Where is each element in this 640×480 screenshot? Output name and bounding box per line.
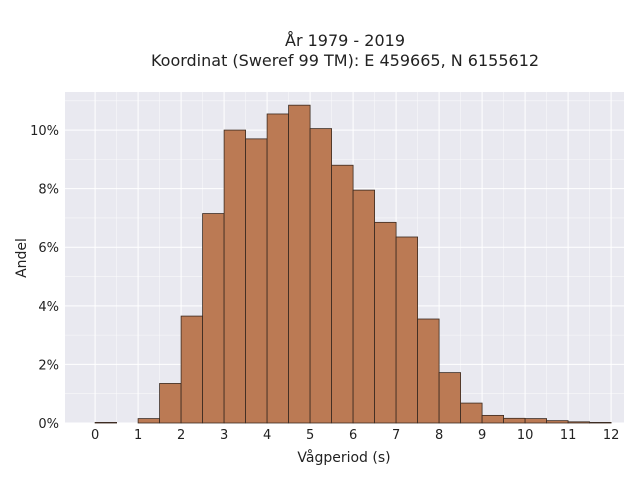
y-axis-ticks: 0% 2% 4% 6% 8% 10%	[30, 124, 59, 432]
x-tick-label: 9	[478, 428, 486, 443]
histogram-bar	[438, 372, 462, 424]
y-tick-label: 6%	[38, 241, 59, 256]
x-tick-label: 7	[392, 428, 400, 443]
histogram-bar	[94, 422, 117, 424]
histogram-bar	[352, 189, 376, 424]
x-tick-label: 2	[177, 428, 185, 443]
histogram-bars	[94, 104, 612, 424]
x-axis-label: Vågperiod (s)	[297, 449, 390, 466]
histogram-bar	[288, 104, 311, 424]
histogram-bar	[481, 414, 505, 424]
x-tick-label: 4	[263, 428, 271, 443]
histogram-bar	[374, 221, 397, 424]
x-tick-label: 0	[91, 428, 99, 443]
histogram-bar	[159, 383, 182, 424]
histogram-bar	[223, 129, 247, 424]
histogram-bar	[417, 318, 440, 424]
histogram-bar	[524, 418, 547, 424]
x-tick-label: 12	[603, 428, 620, 443]
histogram-bar	[395, 236, 419, 424]
x-tick-label: 11	[560, 428, 577, 443]
histogram-bar	[137, 418, 161, 424]
histogram-bar	[266, 113, 290, 424]
x-tick-label: 1	[134, 428, 142, 443]
x-tick-label: 10	[517, 428, 534, 443]
chart-title-line-1: År 1979 - 2019	[285, 31, 405, 50]
x-axis-ticks: 0 1 2 3 4 5 6 7 8 9 10 11 12	[91, 428, 619, 443]
x-tick-label: 5	[306, 428, 314, 443]
x-tick-label: 3	[220, 428, 228, 443]
histogram-bar	[589, 422, 612, 424]
histogram-bar	[331, 164, 354, 424]
histogram-bar	[460, 402, 483, 424]
y-tick-label: 8%	[38, 183, 59, 198]
histogram-bar	[546, 420, 569, 424]
histogram-bar	[503, 417, 526, 424]
y-tick-label: 10%	[30, 124, 59, 139]
histogram-bar	[245, 138, 268, 424]
x-tick-label: 8	[435, 428, 443, 443]
chart-title-line-2: Koordinat (Sweref 99 TM): E 459665, N 61…	[151, 51, 539, 70]
y-tick-label: 4%	[38, 300, 59, 315]
histogram-bar	[202, 213, 225, 424]
histogram-bar	[180, 315, 204, 424]
y-tick-label: 2%	[38, 358, 59, 373]
x-tick-label: 6	[349, 428, 357, 443]
histogram-bar	[567, 421, 590, 424]
y-axis-label: Andel	[14, 238, 30, 278]
chart-title: År 1979 - 2019 Koordinat (Sweref 99 TM):…	[151, 31, 539, 70]
y-tick-label: 0%	[38, 417, 59, 432]
histogram-bar	[309, 128, 333, 424]
